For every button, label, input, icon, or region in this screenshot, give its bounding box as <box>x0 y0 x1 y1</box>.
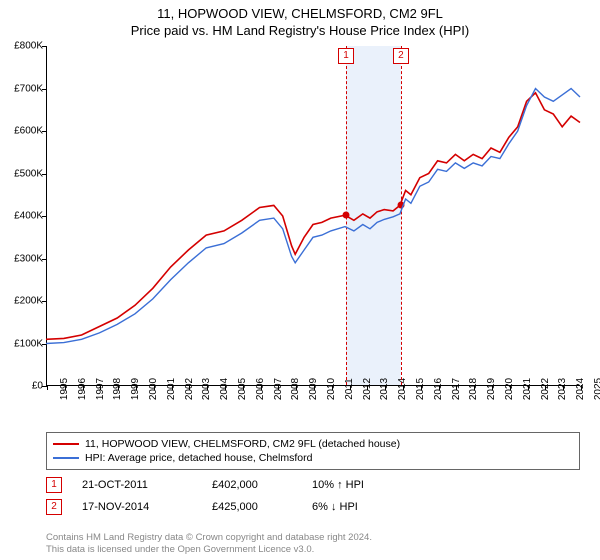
legend-swatch <box>53 443 79 445</box>
y-tick-label: £100K <box>14 338 43 349</box>
series-hpi <box>46 89 580 344</box>
y-tick-label: £500K <box>14 168 43 179</box>
legend-swatch <box>53 457 79 459</box>
legend-item: HPI: Average price, detached house, Chel… <box>53 451 573 465</box>
event-row: 2 17-NOV-2014 £425,000 6% ↓ HPI <box>46 496 580 518</box>
chart-container: 11, HOPWOOD VIEW, CHELMSFORD, CM2 9FL Pr… <box>0 0 600 560</box>
legend-label: 11, HOPWOOD VIEW, CHELMSFORD, CM2 9FL (d… <box>85 438 400 450</box>
y-tick-label: £800K <box>14 41 43 52</box>
y-tick-label: £600K <box>14 126 43 137</box>
y-tick-label: £400K <box>14 211 43 222</box>
chart-title-line1: 11, HOPWOOD VIEW, CHELMSFORD, CM2 9FL <box>0 0 600 23</box>
footer-line1: Contains HM Land Registry data © Crown c… <box>46 532 580 544</box>
legend-box: 11, HOPWOOD VIEW, CHELMSFORD, CM2 9FL (d… <box>46 432 580 470</box>
legend-label: HPI: Average price, detached house, Chel… <box>85 452 312 464</box>
series-property <box>46 93 580 339</box>
event-number-box: 2 <box>46 499 62 515</box>
x-tick-label: 2025 <box>581 378 600 400</box>
footer-attribution: Contains HM Land Registry data © Crown c… <box>46 532 580 556</box>
event-compare: 10% ↑ HPI <box>312 479 364 491</box>
event-date: 21-OCT-2011 <box>82 479 192 491</box>
y-tick-label: £0 <box>32 381 43 392</box>
event-price: £402,000 <box>212 479 292 491</box>
footer-line2: This data is licensed under the Open Gov… <box>46 544 580 556</box>
plot-area: £0£100K£200K£300K£400K£500K£600K£700K£80… <box>46 46 580 386</box>
events-table: 1 21-OCT-2011 £402,000 10% ↑ HPI 2 17-NOV-201… <box>46 474 580 518</box>
event-compare: 6% ↓ HPI <box>312 501 358 513</box>
event-number-box: 1 <box>46 477 62 493</box>
y-tick-label: £200K <box>14 296 43 307</box>
event-row: 1 21-OCT-2011 £402,000 10% ↑ HPI <box>46 474 580 496</box>
event-price: £425,000 <box>212 501 292 513</box>
y-tick-label: £700K <box>14 83 43 94</box>
legend-item: 11, HOPWOOD VIEW, CHELMSFORD, CM2 9FL (d… <box>53 437 573 451</box>
chart-title-line2: Price paid vs. HM Land Registry's House … <box>0 23 600 42</box>
event-date: 17-NOV-2014 <box>82 501 192 513</box>
y-tick-label: £300K <box>14 253 43 264</box>
